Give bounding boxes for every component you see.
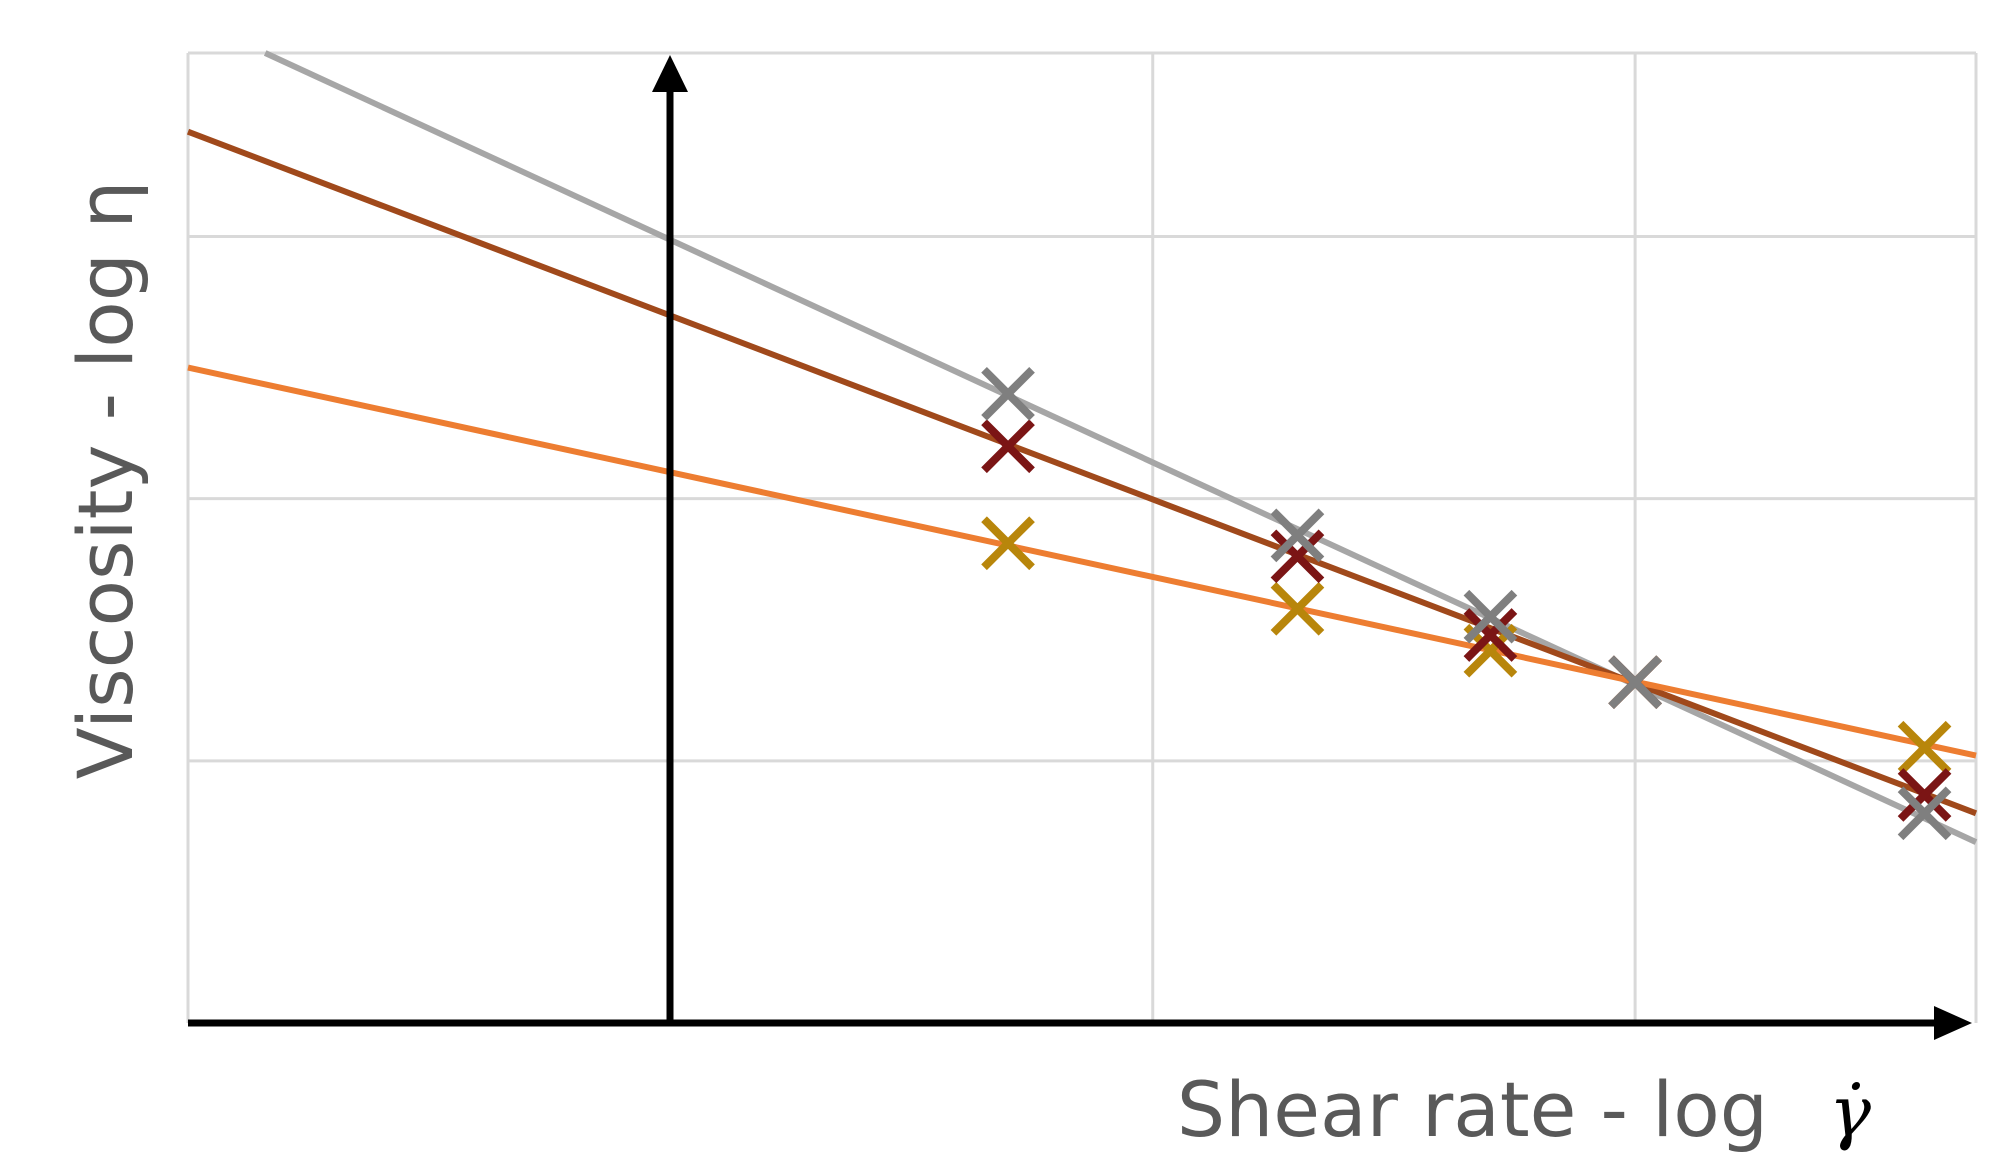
marker-stroke <box>981 366 1035 421</box>
data-point-series-2 <box>981 419 1035 474</box>
data-point-series-1 <box>1897 786 1952 841</box>
series-lines <box>186 50 1978 845</box>
x-axis-title: Shear rate - log <box>1177 1065 1768 1154</box>
marker-stroke <box>1463 608 1518 662</box>
marker-stroke <box>1270 581 1325 636</box>
data-point-series-1 <box>981 366 1035 421</box>
marker-stroke <box>981 419 1035 474</box>
data-point-series-2 <box>1463 608 1518 662</box>
data-point-series-2 <box>1270 529 1325 584</box>
y-axis-title: Viscosity - log η <box>61 181 150 780</box>
marker-stroke <box>1270 529 1325 584</box>
data-point-series-1 <box>1270 508 1325 563</box>
series-line-1 <box>263 50 1978 845</box>
data-point-series-3 <box>1897 720 1952 775</box>
series-line-3 <box>187 364 1977 759</box>
x-axis-arrowhead <box>1934 1006 1972 1040</box>
marker-stroke <box>1897 768 1952 822</box>
marker-stroke <box>981 516 1035 571</box>
marker-stroke <box>1897 720 1952 775</box>
data-point-series-1 <box>1463 589 1518 644</box>
data-point-series-2 <box>1897 768 1952 822</box>
axes <box>188 55 1972 1040</box>
marker-stroke <box>1608 655 1662 710</box>
data-point-series-3 <box>981 516 1035 571</box>
series-line-2 <box>186 128 1978 817</box>
marker-stroke <box>1463 589 1518 644</box>
grid <box>186 51 1978 1023</box>
marker-stroke <box>1270 508 1325 563</box>
y-axis-arrowhead <box>652 55 688 92</box>
x-axis-symbol: γ̇ <box>1829 1071 1871 1153</box>
data-points <box>981 366 1952 841</box>
data-point-series-1 <box>1608 655 1662 710</box>
data-point-series-3 <box>1270 581 1325 636</box>
marker-stroke <box>1897 786 1952 841</box>
